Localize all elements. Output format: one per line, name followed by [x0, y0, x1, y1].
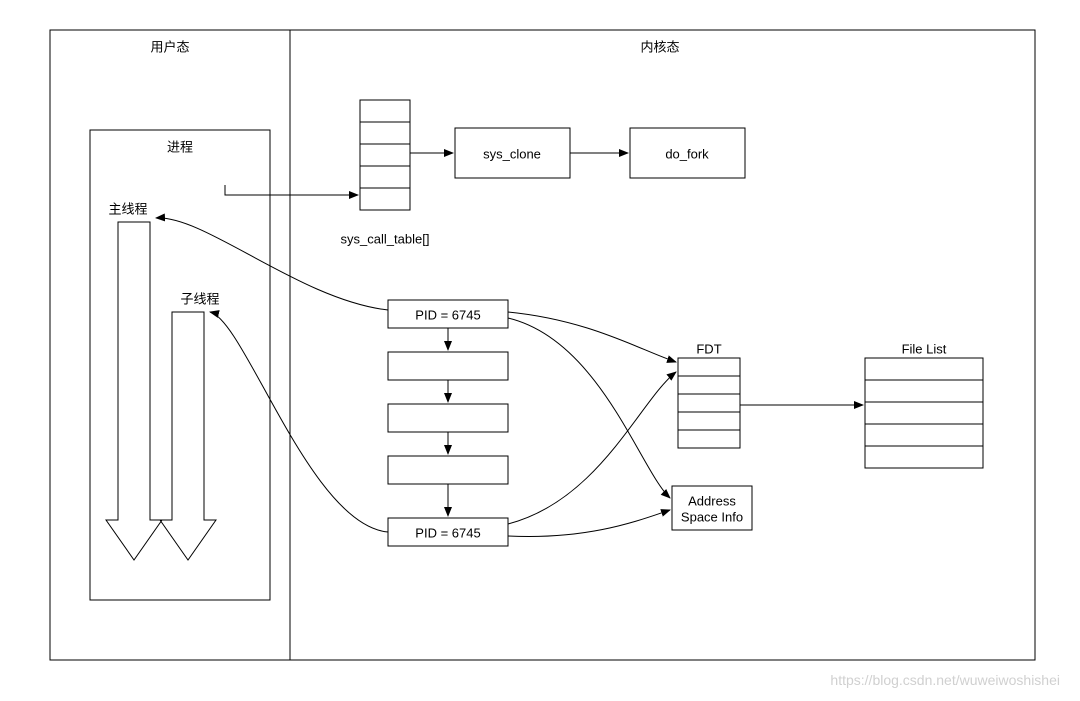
child-thread-arrow [160, 312, 216, 560]
address-space-label-1: Address [688, 493, 736, 508]
user-mode-label: 用户态 [150, 39, 189, 54]
outer-frame [50, 30, 1035, 660]
sys-call-table [360, 100, 410, 210]
main-thread-label: 主线程 [108, 201, 147, 216]
svg-text:PID = 6745: PID = 6745 [415, 307, 480, 322]
edge-pidbottom-to-addrspace [508, 510, 670, 537]
main-thread-arrow [106, 222, 162, 560]
edge-pidtop-to-addrspace [508, 318, 670, 498]
do-fork-label: do_fork [665, 146, 709, 161]
svg-text:PID = 6745: PID = 6745 [415, 525, 480, 540]
address-space-label-2: Space Info [681, 509, 743, 524]
process-label: 进程 [167, 139, 193, 154]
fdt-label: FDT [696, 341, 721, 356]
edge-process-to-syscalltable [225, 185, 358, 195]
child-thread-label: 子线程 [180, 291, 219, 306]
edge-pidbottom-to-childthread [210, 312, 388, 532]
sys-call-table-label: sys_call_table[] [341, 231, 430, 246]
pid-stack: PID = 6745 PID = 6745 [388, 300, 508, 546]
kernel-mode-label: 内核态 [640, 39, 679, 54]
edge-pidbottom-to-fdt [508, 372, 676, 524]
watermark: https://blog.csdn.net/wuweiwoshishei [830, 672, 1060, 688]
file-list-box [865, 358, 983, 468]
edge-pidtop-to-fdt [508, 312, 676, 362]
sys-clone-label: sys_clone [483, 146, 541, 161]
file-list-label: File List [902, 341, 947, 356]
fdt-box [678, 358, 740, 448]
